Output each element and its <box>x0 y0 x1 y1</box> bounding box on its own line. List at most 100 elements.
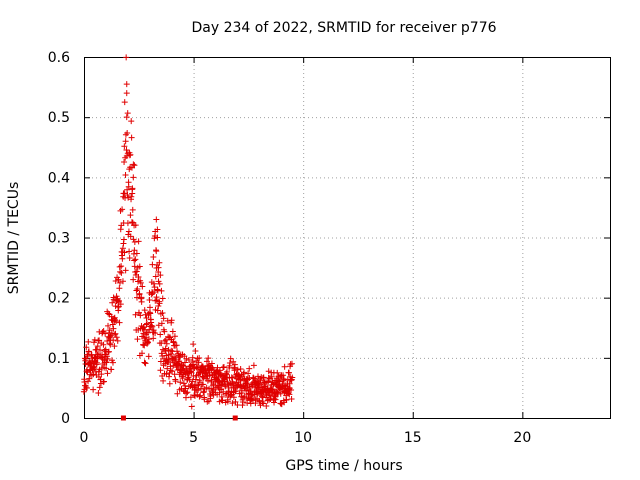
data-point <box>84 353 91 360</box>
data-point <box>289 374 296 381</box>
data-point <box>118 269 125 276</box>
data-point <box>81 378 88 385</box>
data-point <box>140 330 147 337</box>
data-point <box>154 234 161 241</box>
data-point <box>121 249 128 256</box>
data-point <box>110 325 117 332</box>
data-point <box>129 206 136 213</box>
data-point <box>268 373 275 380</box>
data-point <box>246 365 253 372</box>
data-point <box>115 307 122 314</box>
data-point <box>137 279 144 286</box>
data-point <box>245 370 252 377</box>
data-point <box>133 250 140 257</box>
data-point <box>281 363 288 370</box>
data-point <box>142 360 149 367</box>
data-point <box>137 312 144 319</box>
data-point <box>124 130 131 137</box>
data-point <box>174 348 181 355</box>
data-point <box>105 310 112 317</box>
data-point <box>121 143 128 150</box>
data-point <box>164 365 171 372</box>
data-point <box>118 263 125 270</box>
data-point <box>108 330 115 337</box>
data-point <box>122 138 129 145</box>
data-point <box>122 267 129 274</box>
data-point <box>230 394 237 401</box>
data-point <box>260 374 267 381</box>
data-point <box>155 322 162 329</box>
y-tick-label: 0 <box>61 411 70 427</box>
data-point <box>214 383 221 390</box>
data-point <box>192 376 199 383</box>
data-point <box>182 385 189 392</box>
data-point <box>126 248 133 255</box>
data-point <box>186 376 193 383</box>
data-point <box>163 371 170 378</box>
data-point <box>90 386 97 393</box>
data-point <box>196 355 203 362</box>
data-point <box>189 378 196 385</box>
data-point <box>205 355 212 362</box>
data-point <box>119 278 126 285</box>
data-point <box>83 344 90 351</box>
data-point <box>263 403 270 410</box>
data-point <box>169 368 176 375</box>
data-point <box>109 321 116 328</box>
data-point <box>252 396 259 403</box>
data-point <box>168 317 175 324</box>
data-point <box>103 359 110 366</box>
data-point <box>226 360 233 367</box>
data-point <box>200 389 207 396</box>
data-point <box>119 245 126 252</box>
data-point <box>139 350 146 357</box>
data-point <box>129 186 136 193</box>
data-point <box>152 330 159 337</box>
x-tick-label: 10 <box>294 430 312 446</box>
data-point <box>125 183 132 190</box>
data-point <box>139 283 146 290</box>
data-point <box>180 380 187 387</box>
data-point <box>274 369 281 376</box>
data-point <box>250 375 257 382</box>
range-marker <box>232 415 238 421</box>
data-point <box>116 279 123 286</box>
data-point <box>116 319 123 326</box>
data-point <box>121 159 128 166</box>
data-point <box>200 381 207 388</box>
data-point <box>91 336 98 343</box>
data-point <box>187 394 194 401</box>
data-point <box>85 338 92 345</box>
data-point <box>272 396 279 403</box>
data-point <box>190 361 197 368</box>
data-point <box>176 358 183 365</box>
data-point <box>91 365 98 372</box>
data-point <box>146 304 153 311</box>
data-point <box>232 388 239 395</box>
data-point <box>161 328 168 335</box>
data-point <box>170 338 177 345</box>
data-point <box>116 285 123 292</box>
data-point <box>121 99 128 106</box>
data-point <box>196 393 203 400</box>
data-point <box>157 358 164 365</box>
data-point <box>154 307 161 314</box>
data-point <box>237 376 244 383</box>
data-point <box>288 387 295 394</box>
data-point <box>104 370 111 377</box>
data-point <box>147 310 154 317</box>
data-point <box>166 373 173 380</box>
data-point <box>115 276 122 283</box>
data-point <box>131 162 138 169</box>
data-point <box>159 295 166 302</box>
data-point <box>103 365 110 372</box>
data-point <box>85 348 92 355</box>
data-point <box>189 354 196 361</box>
data-point <box>138 298 145 305</box>
data-point <box>113 334 120 341</box>
data-point <box>153 216 160 223</box>
data-point <box>173 342 180 349</box>
data-point <box>104 355 111 362</box>
data-point <box>171 333 178 340</box>
